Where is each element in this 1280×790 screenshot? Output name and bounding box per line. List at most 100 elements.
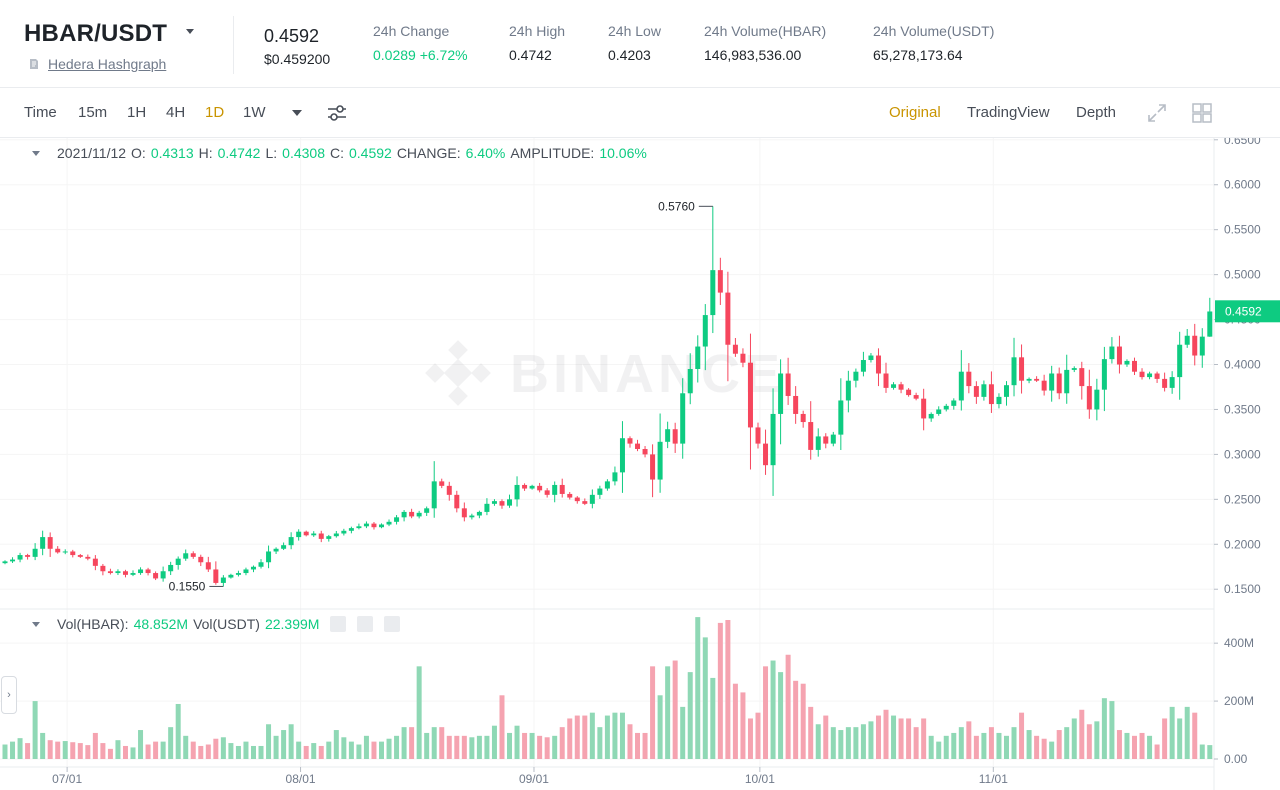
project-link[interactable]: Hedera Hashgraph (48, 56, 167, 72)
candle-body (529, 485, 535, 489)
interval-1d[interactable]: 1D (205, 104, 225, 121)
volume-bar (303, 745, 309, 759)
volume-bar (966, 721, 972, 759)
volume-bar (1019, 712, 1025, 759)
candle-body (747, 362, 753, 428)
volume-bar (394, 735, 400, 759)
volume-bar (153, 741, 159, 759)
candle-body (446, 485, 452, 495)
gear-icon[interactable] (357, 616, 374, 632)
collapse-caret-icon[interactable] (32, 150, 40, 156)
volume-bar (778, 672, 784, 759)
pair-title[interactable]: HBAR/USDT (24, 20, 168, 47)
volume-bar (627, 724, 633, 759)
candle-body (1139, 371, 1145, 378)
candle-body (755, 427, 761, 444)
interval-1w[interactable]: 1W (243, 104, 266, 121)
view-tradingview[interactable]: TradingView (967, 104, 1050, 121)
volume-bar (371, 741, 377, 759)
candle-body (1003, 385, 1009, 397)
candle-body (891, 384, 897, 388)
volume-bar (439, 727, 445, 759)
volume-bar (356, 744, 362, 759)
candle-body (665, 429, 671, 442)
volume-bar (469, 737, 475, 759)
volume-bar (635, 732, 641, 759)
candle-body (145, 569, 151, 574)
volume-bar (326, 741, 332, 759)
volume-legend: Vol(HBAR): 48.852M Vol(USDT) 22.399M (32, 616, 401, 632)
grid-layout-icon[interactable] (1191, 102, 1213, 124)
stat-24h-high: 24h High 0.4742 (509, 23, 565, 63)
volume-bar (1199, 744, 1205, 759)
volume-bar (680, 706, 686, 759)
volume-bar (1116, 730, 1122, 759)
chevron-down-icon[interactable] (292, 110, 302, 116)
volume-bar (55, 741, 61, 759)
volume-bar (619, 712, 625, 759)
stat-24h-volume-hbar: 24h Volume(HBAR) 146,983,536.00 (704, 23, 826, 63)
volume-bar (220, 737, 226, 759)
settings-sliders-icon[interactable] (326, 102, 348, 124)
candle-body (898, 384, 904, 390)
interval-time[interactable]: Time (24, 104, 57, 121)
volume-bar (1124, 732, 1130, 759)
candle-body (650, 454, 656, 480)
candle-body (928, 413, 934, 419)
candle-body (424, 508, 430, 513)
candle-body (860, 360, 866, 372)
candle-body (220, 577, 226, 583)
volume-bar (815, 724, 821, 759)
volume-bar (250, 745, 256, 759)
candle-body (1177, 344, 1183, 378)
candle-body (348, 528, 354, 531)
volume-tick-label: 0.00 (1224, 752, 1248, 766)
side-panel-toggle-chevron-right-icon[interactable]: › (1, 676, 17, 714)
volume-bar (710, 677, 716, 759)
ohlc-amplitude-label: AMPLITUDE: (510, 145, 595, 161)
volume-bar (107, 748, 113, 759)
close-icon[interactable] (384, 616, 401, 632)
project-info: Hedera Hashgraph (28, 56, 166, 72)
collapse-caret-icon[interactable] (32, 621, 40, 627)
volume-bar (85, 745, 91, 759)
candle-body (356, 526, 362, 529)
ohlc-amplitude: 10.06% (599, 145, 647, 161)
candle-body (70, 551, 76, 556)
ohlc-high: 0.4742 (217, 145, 261, 161)
candle-body (996, 396, 1002, 405)
candle-body (17, 555, 23, 560)
view-original[interactable]: Original (889, 104, 941, 121)
interval-15m[interactable]: 15m (78, 104, 108, 121)
candle-body (115, 571, 121, 574)
candle-body (717, 270, 723, 293)
candle-body (476, 511, 482, 516)
view-depth[interactable]: Depth (1076, 104, 1117, 121)
stat-label: 24h Change (373, 23, 450, 39)
expand-icon[interactable] (1146, 102, 1168, 124)
volume-bar (582, 715, 588, 759)
candle-body (1207, 311, 1213, 337)
volume-bar (386, 738, 392, 759)
candlestick-chart[interactable]: BINANCE 0.65000.60000.55000.50000.45000.… (0, 138, 1280, 790)
volume-bar (522, 732, 528, 759)
price-tick-label: 0.5000 (1224, 268, 1261, 282)
volume-bar (883, 709, 889, 759)
interval-1h[interactable]: 1H (127, 104, 147, 121)
volume-bar (717, 622, 723, 759)
stat-value: 146,983,536.00 (704, 47, 802, 63)
interval-4h[interactable]: 4H (166, 104, 186, 121)
candle-body (296, 531, 302, 538)
volume-bar (160, 741, 166, 759)
candle-body (205, 562, 211, 570)
eye-icon[interactable] (330, 616, 347, 632)
chart-area[interactable]: BINANCE 0.65000.60000.55000.50000.45000.… (0, 138, 1280, 790)
candle-body (680, 393, 686, 444)
candle-body (710, 270, 716, 316)
vol-hbar-value: 48.852M (133, 616, 189, 632)
stat-24h-volume-usdt: 24h Volume(USDT) 65,278,173.64 (873, 23, 994, 63)
pair-dropdown-caret-icon[interactable] (186, 29, 194, 34)
ohlc-close-label: C: (329, 145, 344, 161)
volume-bar (296, 741, 302, 759)
candle-body (763, 443, 769, 466)
